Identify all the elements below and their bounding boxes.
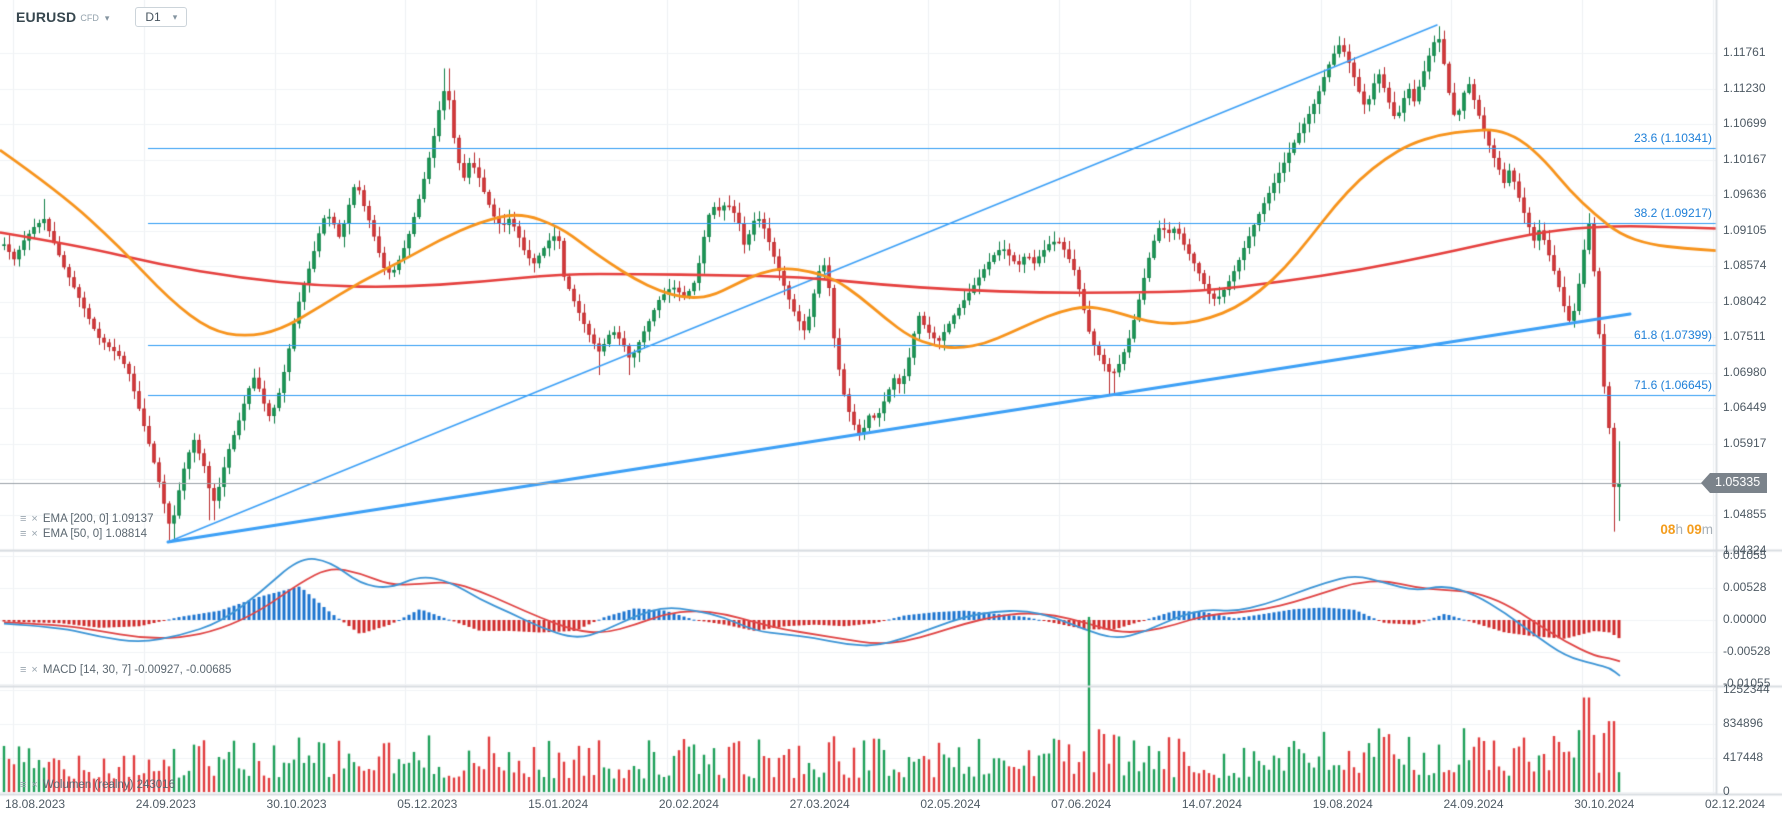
indicator-close-icon[interactable]: × bbox=[31, 512, 38, 525]
timeframe-dropdown[interactable]: D1 ▾ bbox=[135, 7, 188, 27]
macd-indicator-row: ≡ × MACD [14, 30, 7] -0.00927, -0.00685 bbox=[20, 664, 231, 676]
price-badge-arrow-icon bbox=[1701, 473, 1710, 493]
indicator-settings-icon[interactable]: ≡ bbox=[20, 663, 27, 676]
symbol-label: EURUSD bbox=[16, 9, 77, 25]
timer-minutes-unit: m bbox=[1701, 522, 1713, 537]
current-price-badge: 1.05335 bbox=[1701, 473, 1768, 493]
timeframe-value: D1 bbox=[145, 10, 161, 24]
price-badge-value: 1.05335 bbox=[1710, 473, 1768, 493]
indicator-settings-icon[interactable]: ≡ bbox=[20, 512, 27, 525]
volume-label: Wolumen (realny) 243016 bbox=[42, 779, 175, 791]
timer-hours: 08 bbox=[1660, 522, 1676, 537]
candle-countdown-timer: 08h 09m bbox=[1660, 522, 1713, 537]
ema200-label: EMA [200, 0] 1.09137 bbox=[42, 513, 154, 525]
ema50-indicator-row: ≡ × EMA [50, 0] 1.08814 bbox=[20, 528, 147, 540]
symbol-dropdown-caret-icon[interactable]: ▾ bbox=[104, 12, 110, 23]
volume-indicator-row: ≡ × Wolumen (realny) 243016 bbox=[20, 779, 175, 791]
ema50-label: EMA [50, 0] 1.08814 bbox=[42, 528, 148, 540]
indicator-settings-icon[interactable]: ≡ bbox=[20, 527, 27, 540]
indicator-settings-icon[interactable]: ≡ bbox=[20, 778, 27, 791]
timer-hours-unit: h bbox=[1675, 522, 1683, 537]
chart-header: EURUSD CFD ▾ D1 ▾ bbox=[16, 7, 188, 27]
timer-minutes: 09 bbox=[1686, 522, 1702, 537]
indicator-close-icon[interactable]: × bbox=[31, 778, 38, 791]
timeframe-caret-icon: ▾ bbox=[172, 11, 178, 22]
indicator-close-icon[interactable]: × bbox=[31, 527, 38, 540]
indicator-close-icon[interactable]: × bbox=[31, 663, 38, 676]
ema200-indicator-row: ≡ × EMA [200, 0] 1.09137 bbox=[20, 513, 153, 525]
macd-label: MACD [14, 30, 7] -0.00927, -0.00685 bbox=[42, 664, 232, 676]
market-type-label: CFD bbox=[80, 13, 99, 23]
